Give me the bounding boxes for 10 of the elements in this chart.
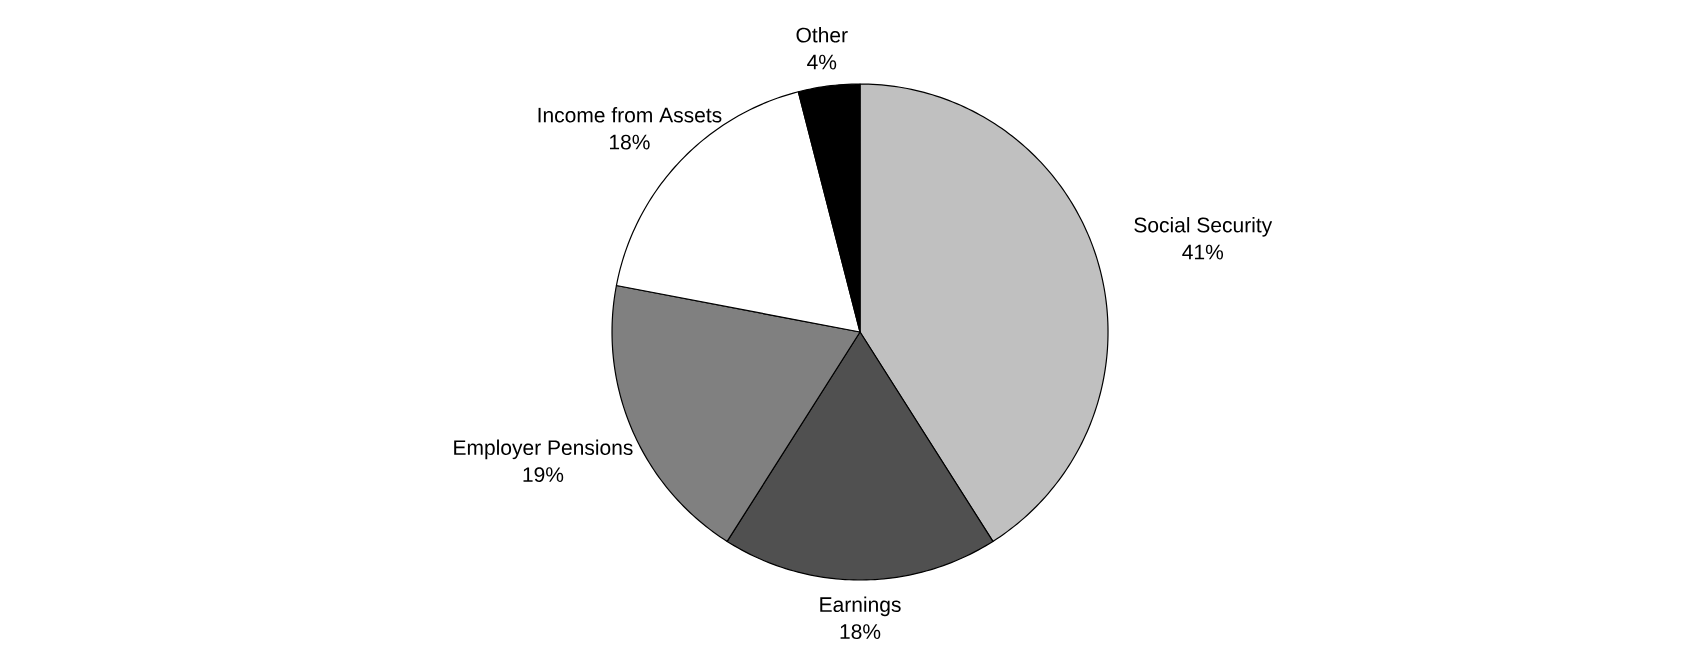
slice-label: Employer Pensions — [454, 439, 633, 460]
data-label: 19% — [523, 467, 564, 483]
slice-label: Earnings — [820, 596, 901, 617]
slice-label: Other — [796, 27, 848, 43]
data-label: 41% — [1182, 244, 1224, 260]
data-label: 18% — [840, 624, 881, 640]
slice-label: Income from Assets — [538, 107, 722, 123]
slice-label: Social Security — [1134, 217, 1273, 237]
data-label: 18% — [610, 134, 650, 150]
data-label: 4% — [807, 54, 837, 70]
